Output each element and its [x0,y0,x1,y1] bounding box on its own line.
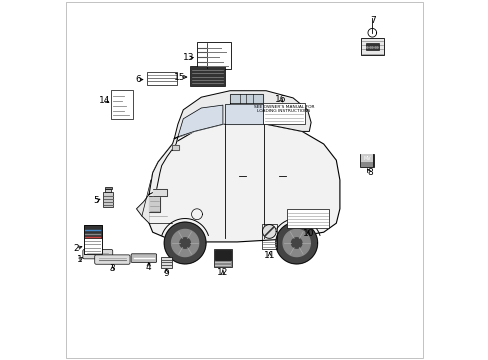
Bar [146,72,177,85]
Polygon shape [174,91,310,139]
FancyBboxPatch shape [82,249,113,259]
Polygon shape [149,124,339,242]
Text: 5: 5 [93,196,99,205]
Bar [84,225,102,238]
Polygon shape [224,104,262,124]
Polygon shape [262,225,276,238]
Bar [263,103,304,124]
Bar [261,224,276,249]
Bar [161,257,171,268]
Text: 1: 1 [77,255,82,264]
Text: 11: 11 [264,251,275,260]
FancyBboxPatch shape [95,255,130,264]
Text: 9: 9 [163,269,169,278]
Polygon shape [178,105,223,137]
Text: 6: 6 [135,75,141,84]
Polygon shape [164,222,205,264]
Text: 7: 7 [369,16,375,25]
Text: 15: 15 [174,72,185,81]
Bar [103,192,113,207]
Bar [215,250,230,260]
Bar [286,209,329,228]
Bar [84,225,102,254]
Bar [190,66,224,86]
Polygon shape [283,229,310,257]
Text: 8: 8 [366,168,372,177]
Bar [213,249,231,267]
Bar [360,154,373,167]
Text: 14: 14 [99,95,110,104]
Text: LOADING INSTRUCTIONS: LOADING INSTRUCTIONS [257,108,310,113]
Text: 16: 16 [274,94,285,104]
Bar [111,90,133,119]
Polygon shape [149,137,178,194]
Polygon shape [172,145,179,150]
Bar [197,42,231,69]
Text: SEE OWNER'S MANUAL FOR: SEE OWNER'S MANUAL FOR [253,105,313,109]
Bar [360,38,383,55]
Polygon shape [171,229,198,257]
Polygon shape [180,238,190,248]
Bar [365,43,378,50]
Bar [84,238,102,254]
Text: 10: 10 [302,230,313,239]
FancyBboxPatch shape [131,254,156,262]
Polygon shape [136,194,149,223]
Bar [361,161,373,167]
Text: 12: 12 [217,269,228,277]
Polygon shape [149,196,160,212]
Bar [105,187,112,189]
Polygon shape [275,222,317,264]
Polygon shape [230,94,262,103]
Text: MV: MV [363,156,370,161]
Bar [105,189,111,192]
Polygon shape [291,238,301,248]
Polygon shape [152,189,167,196]
Text: 4: 4 [145,263,151,271]
Text: 13: 13 [183,53,194,62]
Text: 2: 2 [73,244,79,253]
Text: 3: 3 [109,264,115,273]
Polygon shape [264,106,302,124]
Bar [361,154,373,162]
